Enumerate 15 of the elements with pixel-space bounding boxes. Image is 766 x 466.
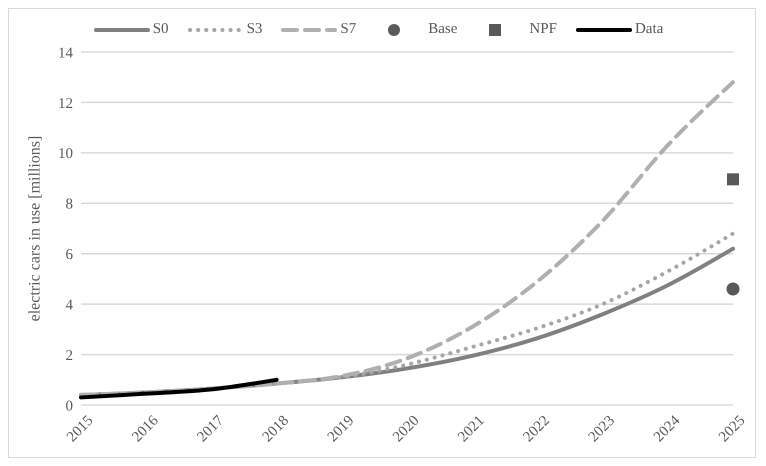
legend-label: Data [634,21,664,38]
y-tick-label: 8 [66,196,73,213]
legend-label: S0 [152,21,169,38]
legend-label: Base [428,21,458,38]
y-axis-title: electric cars in use [millions] [26,136,44,322]
legend-label: NPF [529,21,557,38]
legend-label: S3 [246,21,262,38]
y-tick-label: 10 [58,146,73,162]
y-tick-label: 0 [66,398,73,414]
y-tick-label: 14 [58,45,74,62]
legend-label: S7 [340,21,356,38]
y-tick-label: 6 [66,247,74,264]
y-tick-label: 2 [66,348,73,364]
y-tick-label: 4 [66,297,74,314]
y-tick-label: 12 [58,96,73,112]
